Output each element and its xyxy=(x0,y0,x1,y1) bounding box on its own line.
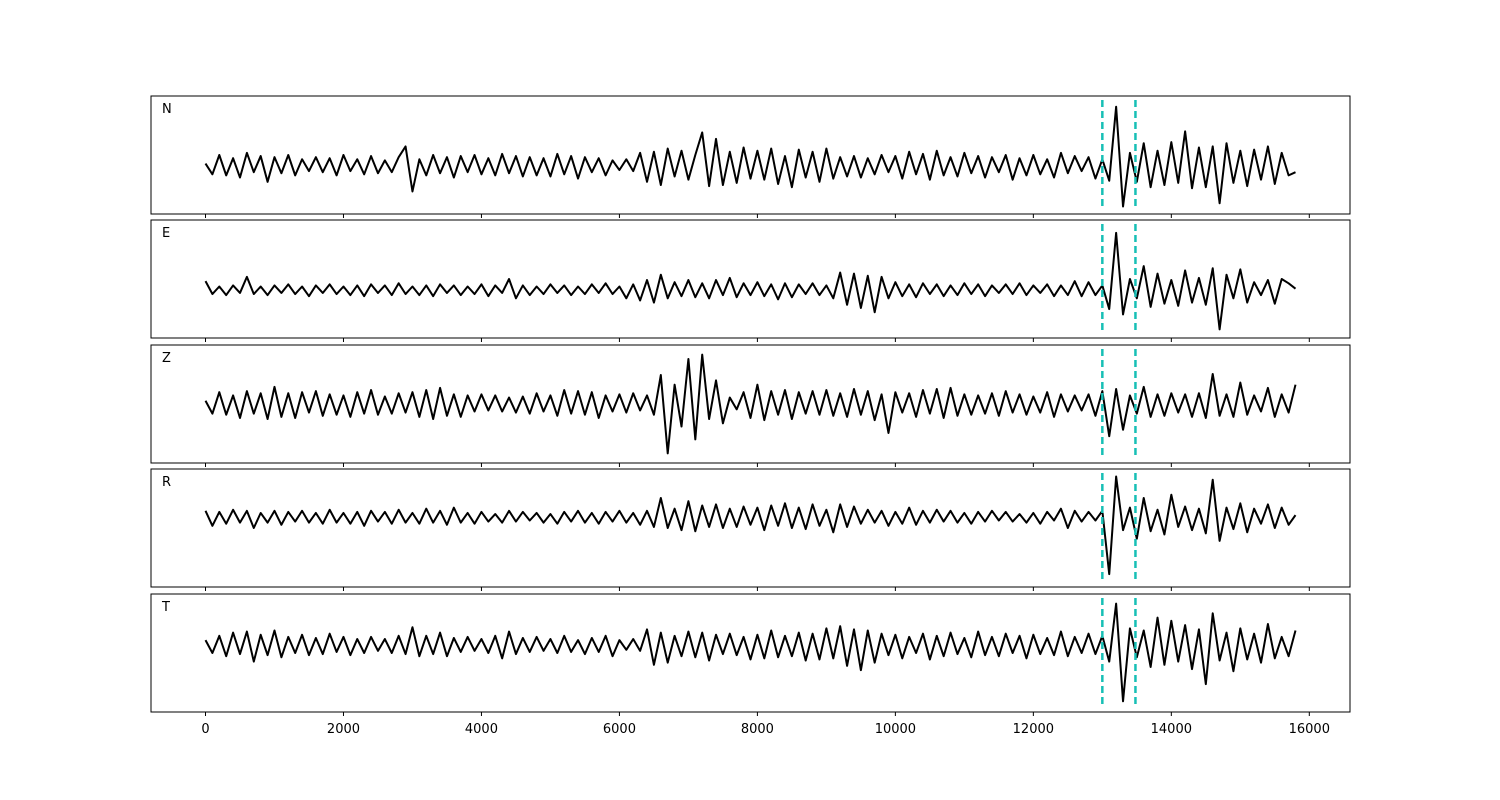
x-tick-label: 0 xyxy=(201,722,209,737)
waveform xyxy=(204,231,1297,331)
panel-frame xyxy=(150,468,1351,588)
waveform xyxy=(204,105,1296,208)
panel-frame xyxy=(150,344,1351,464)
x-tick-label: 14000 xyxy=(1151,722,1192,737)
panel-label: E xyxy=(162,226,170,241)
x-tick-label: 10000 xyxy=(875,722,916,737)
waveform xyxy=(204,353,1297,455)
panel-frame xyxy=(150,219,1351,339)
panel-label: Z xyxy=(162,351,171,366)
x-tick-label: 16000 xyxy=(1289,722,1330,737)
x-tick-label: 4000 xyxy=(465,722,498,737)
waveform xyxy=(204,475,1297,576)
waveform xyxy=(204,602,1297,703)
x-tick-label: 6000 xyxy=(603,722,636,737)
panel-label: R xyxy=(162,475,171,490)
x-tick-label: 12000 xyxy=(1013,722,1054,737)
panel-label: T xyxy=(161,600,170,615)
panel-label: N xyxy=(162,102,172,117)
x-tick-label: 2000 xyxy=(327,722,360,737)
panel-frame xyxy=(150,95,1351,215)
x-tick-label: 8000 xyxy=(741,722,774,737)
panel-frame xyxy=(150,593,1351,713)
